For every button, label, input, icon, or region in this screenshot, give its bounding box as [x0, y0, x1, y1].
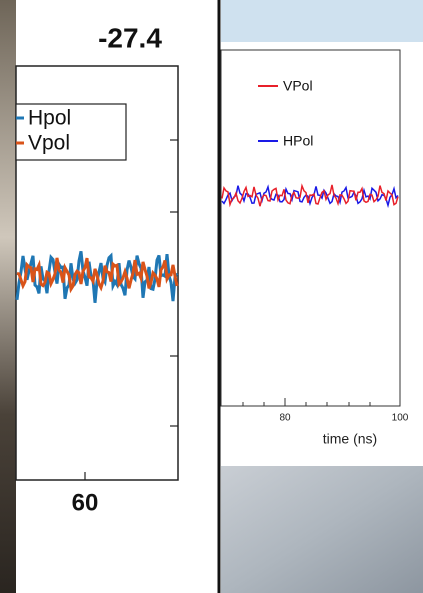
waveform	[221, 183, 399, 208]
left-legend	[15, 103, 127, 161]
right-axes	[220, 49, 401, 407]
x-axis-label: time (ns)	[323, 431, 377, 447]
photo-strip	[0, 0, 16, 593]
legend-label: Hpol	[28, 107, 71, 130]
top-band	[221, 0, 423, 42]
legend-label: HPol	[283, 133, 313, 149]
x-tick-label: 100	[392, 413, 409, 424]
x-tick-label: 60	[72, 489, 99, 516]
right-waveforms	[221, 183, 399, 209]
waveform	[16, 257, 179, 294]
legend-label: VPol	[283, 78, 313, 94]
left-title: -27.4	[98, 22, 162, 53]
right-ticks	[242, 398, 371, 406]
legend-label: Vpol	[28, 132, 70, 155]
snow-photo	[221, 466, 423, 593]
left-waveforms	[15, 250, 179, 303]
left-axes	[15, 65, 179, 481]
x-tick-label: 80	[279, 413, 291, 424]
